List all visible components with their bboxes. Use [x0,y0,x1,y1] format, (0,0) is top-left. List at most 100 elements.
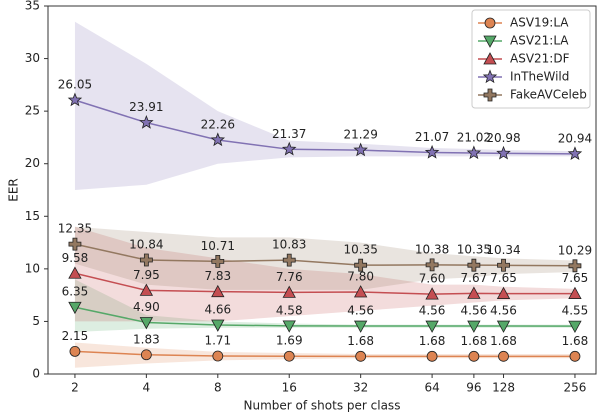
value-label: 1.68 [461,334,488,348]
value-label: 4.56 [347,304,374,318]
value-label: 1.68 [419,334,446,348]
marker [211,254,225,268]
value-label: 1.83 [133,332,160,346]
y-axis-label: EER [7,178,21,202]
value-label: 10.34 [486,243,520,257]
value-label: 4.90 [133,300,160,314]
legend-label: FakeAVCeleb [510,88,587,102]
marker [281,141,297,156]
value-label: 22.26 [201,117,235,131]
value-label: 20.94 [558,131,592,145]
legend-label: ASV19:LA [510,16,569,30]
y-tick-label: 35 [25,0,40,13]
value-label: 6.35 [62,285,89,299]
value-label: 7.76 [276,270,303,284]
value-label: 4.55 [562,304,589,318]
x-tick-label: 2 [71,381,79,395]
marker [467,286,481,299]
value-label: 10.84 [129,238,163,252]
legend-marker [483,88,497,102]
error-band [74,21,575,191]
value-label: 10.35 [343,243,377,257]
legend-label: InTheWild [510,70,569,84]
marker [68,266,82,279]
value-label: 4.56 [419,304,446,318]
marker [467,320,481,333]
value-label: 7.95 [133,268,160,282]
marker [68,301,82,315]
value-label: 7.65 [490,271,517,285]
marker [139,253,153,267]
value-label: 2.15 [62,329,89,343]
marker [568,286,582,299]
value-label: 26.05 [58,78,92,92]
marker [424,144,440,159]
marker [355,350,367,362]
marker [139,317,154,330]
marker [282,253,296,267]
y-tick-label: 10 [25,261,40,275]
value-label: 1.68 [347,334,374,348]
legend-marker [482,69,498,84]
marker [425,258,439,272]
marker [139,283,154,296]
marker [283,350,295,362]
error-band [74,342,575,368]
x-tick-label: 96 [466,381,481,395]
marker [353,320,368,333]
marker [211,284,225,298]
value-label: 4.58 [276,303,303,317]
marker [466,145,482,160]
marker [68,237,82,251]
marker [282,285,296,298]
y-tick-label: 15 [25,209,40,223]
x-tick-label: 32 [353,381,368,395]
y-tick-label: 30 [25,51,40,65]
value-label: 7.65 [562,271,589,285]
value-label: 10.29 [558,243,592,257]
value-label: 1.71 [204,334,231,348]
value-label: 7.60 [419,272,446,286]
value-label: 21.07 [415,130,449,144]
value-label: 10.35 [457,243,491,257]
value-label: 4.56 [461,304,488,318]
marker [468,350,480,362]
marker [498,350,509,362]
error-band [74,226,575,322]
marker [69,345,81,357]
value-label: 4.66 [204,303,231,317]
value-label: 21.02 [457,130,491,144]
x-tick-label: 128 [492,381,515,395]
marker [568,259,582,273]
marker [496,145,511,160]
marker [568,320,582,333]
legend-marker [484,17,496,29]
marker [353,142,368,157]
marker [497,258,510,272]
value-label: 7.80 [347,269,374,283]
value-label: 7.83 [204,269,231,283]
x-tick-label: 64 [424,381,439,395]
legend-marker [483,52,497,65]
marker [139,114,154,129]
marker [282,320,296,333]
legend-marker [483,35,497,48]
marker [567,146,583,160]
x-tick-label: 16 [282,381,297,395]
marker [426,350,438,362]
marker [353,285,368,298]
marker [425,320,439,333]
value-label: 21.37 [272,127,306,141]
legend-label: ASV21:DF [510,52,570,66]
legend-box [471,9,591,109]
value-label: 21.29 [343,128,377,142]
value-label: 12.35 [58,222,92,236]
legend-label: ASV21:LA [510,34,569,48]
marker [140,349,152,361]
marker [496,286,511,299]
value-label: 20.98 [486,131,520,145]
marker [425,287,439,300]
marker [67,92,83,107]
value-label: 7.67 [461,271,488,285]
